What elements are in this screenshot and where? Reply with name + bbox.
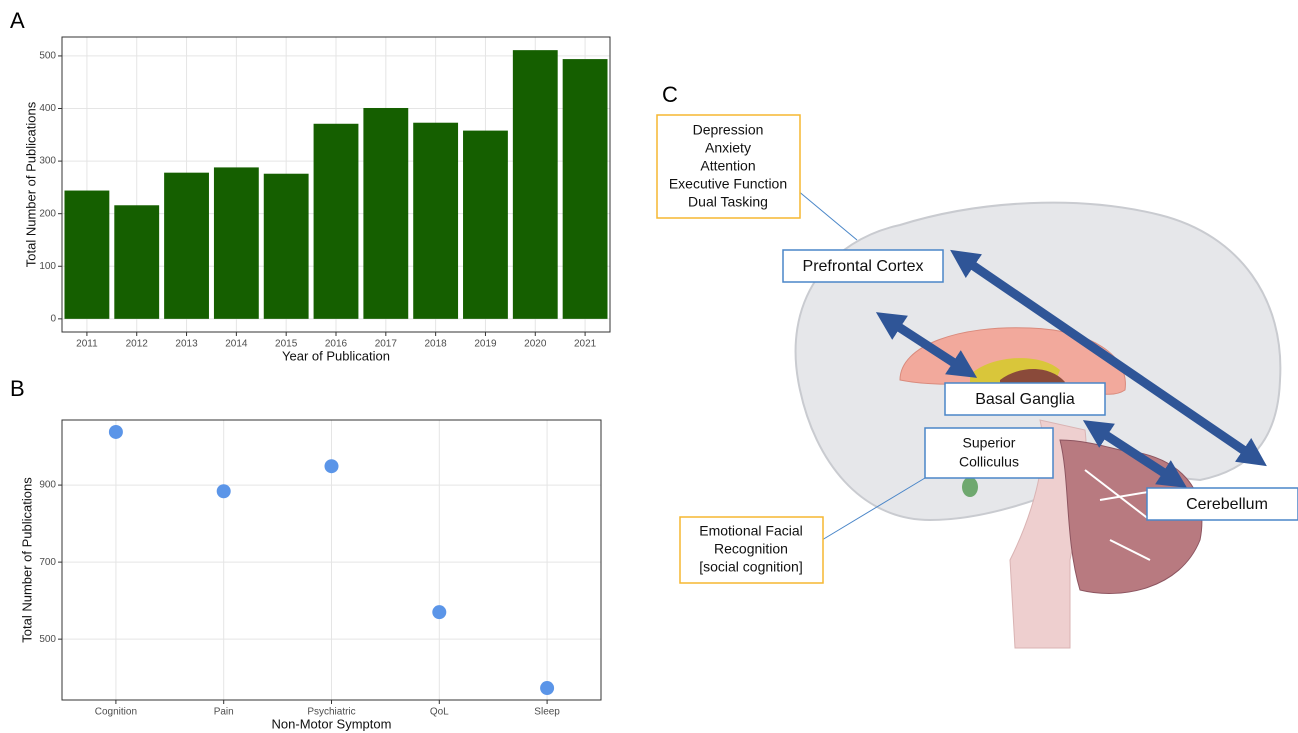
y-tick-label: 300	[39, 156, 56, 167]
region-label: Prefrontal Cortex	[803, 258, 924, 275]
box-line: Attention	[700, 158, 755, 174]
panel-label: C	[662, 82, 678, 107]
point	[109, 425, 123, 439]
x-tick-label: Sleep	[534, 707, 560, 718]
x-axis-title: Year of Publication	[282, 348, 390, 363]
x-tick-label: 2014	[225, 339, 248, 350]
y-tick-label: 100	[39, 261, 56, 272]
point	[217, 484, 231, 498]
panel-label: B	[10, 376, 25, 401]
y-tick-label: 200	[39, 208, 56, 219]
x-tick-label: 2021	[574, 339, 597, 350]
y-axis-title: Total Number of Publications	[23, 101, 38, 267]
point	[540, 681, 554, 695]
panel-label: A	[10, 8, 25, 33]
bar	[314, 124, 359, 319]
bar	[114, 205, 159, 319]
x-tick-label: Pain	[214, 707, 234, 718]
bar	[513, 50, 558, 319]
figure: C Prefrontal Cortex Basal Ganglia Superi…	[0, 0, 1298, 733]
box-line: Anxiety	[705, 140, 751, 156]
region-label: Colliculus	[959, 454, 1019, 470]
x-tick-label: Cognition	[95, 707, 137, 718]
x-tick-label: 2020	[524, 339, 547, 350]
x-tick-label: 2013	[175, 339, 198, 350]
box-line: Recognition	[714, 541, 788, 557]
box-line: Dual Tasking	[688, 194, 768, 210]
bar	[214, 167, 259, 318]
region-label: Basal Ganglia	[975, 391, 1075, 408]
box-line: Emotional Facial	[699, 523, 803, 539]
bar	[363, 108, 408, 319]
y-axis-title: Total Number of Publications	[19, 477, 34, 643]
y-tick-label: 500	[39, 51, 56, 62]
connector	[797, 190, 857, 240]
x-tick-label: QoL	[430, 707, 449, 718]
y-tick-label: 900	[39, 480, 56, 491]
x-axis-title: Non-Motor Symptom	[272, 716, 392, 731]
bar	[463, 131, 508, 319]
box-line: Executive Function	[669, 176, 787, 192]
y-tick-label: 0	[50, 313, 56, 324]
region-label: Superior	[963, 435, 1016, 451]
box-line: [social cognition]	[699, 559, 803, 575]
point	[432, 605, 446, 619]
x-tick-label: 2012	[126, 339, 149, 350]
point	[325, 459, 339, 473]
bar	[413, 123, 458, 319]
bar	[164, 173, 209, 319]
x-tick-label: 2019	[474, 339, 497, 350]
bar	[64, 191, 109, 319]
region-label: Cerebellum	[1186, 496, 1268, 513]
y-tick-label: 500	[39, 634, 56, 645]
bar	[563, 59, 608, 319]
y-tick-label: 400	[39, 103, 56, 114]
y-tick-label: 700	[39, 557, 56, 568]
bar	[264, 174, 309, 319]
x-tick-label: 2018	[425, 339, 448, 350]
box-line: Depression	[693, 122, 764, 138]
x-tick-label: 2011	[76, 339, 98, 350]
